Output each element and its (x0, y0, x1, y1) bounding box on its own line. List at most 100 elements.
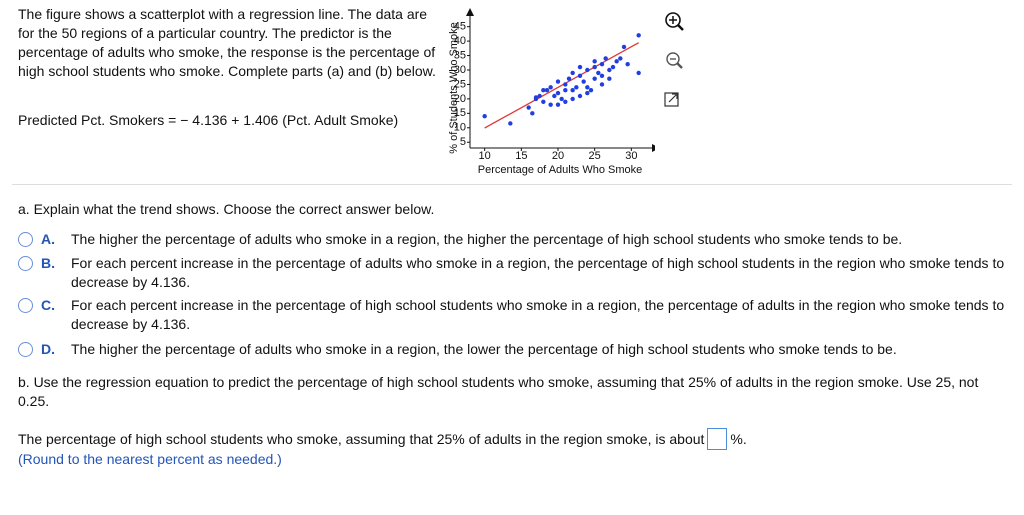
point (636, 70, 641, 76)
point (621, 44, 627, 50)
y-tick-label: 10 (454, 122, 466, 134)
option-letter: C. (41, 297, 55, 313)
point (508, 121, 513, 126)
point (618, 56, 623, 61)
option-letter: B. (41, 255, 55, 271)
answer-text: The percentage of high school students w… (18, 431, 705, 447)
point (482, 114, 487, 119)
point (625, 62, 630, 67)
y-tick-label: 25 (454, 78, 466, 90)
point (588, 88, 594, 93)
point (614, 59, 619, 64)
point (530, 111, 535, 116)
y-tick-label: 15 (454, 107, 466, 119)
point (603, 56, 608, 61)
note: (Round to the nearest percent as needed.… (18, 451, 282, 467)
point (577, 93, 583, 99)
answer-line: The percentage of high school students w… (18, 428, 747, 450)
y-tick-label: 5 (460, 136, 466, 148)
x-tick-label: 15 (515, 150, 527, 162)
point (552, 93, 557, 99)
option[interactable]: B. For each percent increase in the perce… (18, 254, 1016, 292)
point (610, 64, 616, 70)
point (599, 82, 605, 87)
point (585, 67, 590, 73)
x-tick-label: 25 (589, 150, 601, 162)
point (592, 59, 597, 64)
point (599, 62, 605, 67)
radio-button[interactable] (18, 342, 33, 357)
radio-button[interactable] (18, 256, 33, 271)
point (577, 73, 583, 78)
option-text: For each percent increase in the percent… (71, 255, 1005, 290)
option-text: The higher the percentage of adults who … (71, 231, 903, 247)
point (585, 90, 590, 96)
option-text: The higher the percentage of adults who … (71, 341, 897, 357)
point (607, 76, 612, 81)
y-tick-label: 40 (454, 35, 466, 47)
point (563, 82, 568, 87)
x-axis-label: Percentage of Adults Who Smoke (478, 164, 642, 176)
x-arrow (652, 144, 655, 152)
y-tick-label: 35 (454, 49, 466, 61)
intro-text: The figure shows a scatterplot with a re… (18, 6, 436, 79)
part-a-prompt: a. Explain what the trend shows. Choose … (18, 201, 435, 217)
part-b-prompt: b. Use the regression equation to predic… (18, 374, 979, 409)
zoom-out[interactable] (666, 52, 683, 69)
point (574, 85, 579, 90)
y-tick-label: 20 (454, 93, 466, 105)
option-letter: A. (41, 231, 55, 247)
answer-input[interactable] (707, 428, 728, 450)
point (541, 99, 546, 104)
point (548, 85, 553, 90)
point (533, 95, 539, 100)
point (636, 33, 641, 38)
point (526, 105, 531, 110)
regression-line (484, 42, 639, 129)
x-tick-label: 10 (479, 150, 491, 162)
point (596, 70, 601, 76)
point (570, 70, 575, 76)
answer-unit: %. (730, 431, 747, 447)
point (585, 85, 590, 90)
y-tick-label: 45 (454, 21, 466, 33)
radio-button[interactable] (18, 298, 33, 313)
option-letter: D. (41, 341, 55, 357)
popout[interactable] (664, 92, 679, 107)
point (566, 76, 572, 81)
radio-button[interactable] (18, 232, 33, 247)
equation: Predicted Pct. Smokers = − 4.136 + 1.406… (18, 112, 399, 128)
y-axis-label: % of Students Who Smoke (448, 22, 460, 153)
x-tick-label: 30 (625, 150, 637, 162)
y-tick-label: 30 (454, 64, 466, 76)
option[interactable]: C. For each percent increase in the perce… (18, 296, 1016, 334)
point (607, 67, 612, 73)
point (555, 102, 561, 107)
point (548, 102, 553, 107)
option[interactable]: D. The higher the percentage of adults wh… (18, 340, 1016, 359)
point (581, 79, 586, 84)
point (559, 96, 564, 102)
point (555, 90, 561, 96)
option-text: For each percent increase in the percent… (71, 297, 1005, 332)
point (592, 64, 597, 70)
point (537, 93, 542, 99)
point (555, 79, 561, 84)
point (570, 88, 575, 93)
point (563, 88, 568, 93)
option[interactable]: A. The higher the percentage of adults wh… (18, 230, 1016, 249)
chart: % of Students Who Smoke Percentage of Ad… (448, 8, 655, 176)
point (577, 64, 583, 70)
x-tick-label: 20 (552, 150, 564, 162)
point (592, 76, 597, 81)
divider (12, 184, 1012, 185)
point (570, 96, 575, 102)
point (599, 73, 605, 78)
point (563, 99, 568, 104)
point (541, 88, 546, 93)
tools (664, 12, 684, 107)
zoom-in[interactable] (665, 12, 684, 31)
y-arrow (466, 8, 474, 16)
point (544, 88, 550, 93)
